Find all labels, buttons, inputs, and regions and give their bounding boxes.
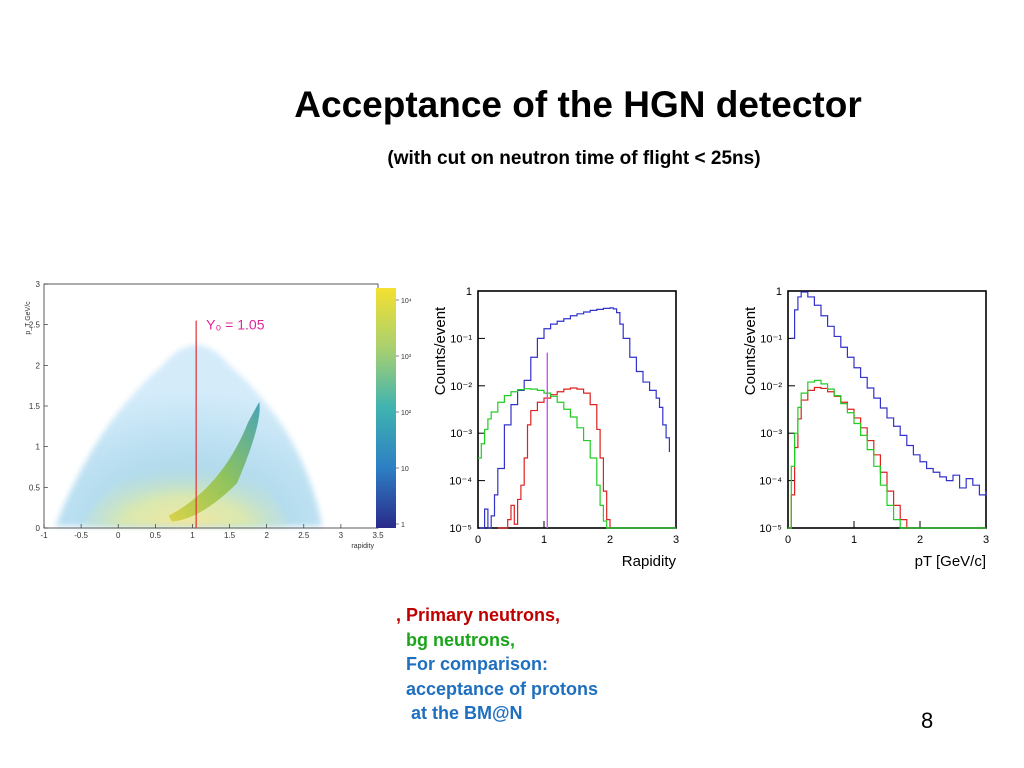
heatmap-x-tick-label: 0 (116, 531, 121, 540)
pt-series-1 (788, 386, 914, 529)
legend-primary-neutrons: , Primary neutrons, (396, 605, 561, 625)
rapidity-y-tick-label: 10⁻² (450, 381, 472, 393)
colorbar (376, 288, 396, 528)
heatmap-y-tick-label: 1.5 (29, 402, 41, 411)
heatmap-y-tick-label: 2 (36, 361, 41, 370)
rapidity-pt-heatmap: -1 -0.5 0 0.5 1 1.5 2 2.5 3 3.5 0 0.5 1 1.5 2 2.5 3 rapid… (25, 280, 412, 550)
heatmap-y-axis-label: p_T GeV/c (25, 301, 32, 335)
high-density-region (81, 426, 289, 527)
pt-y-tick-label: 10⁻⁴ (759, 476, 782, 488)
y0-annotation: Y₀ = 1.05 (206, 317, 265, 333)
rapidity-x-tick-label: 1 (541, 534, 547, 546)
pt-series-2 (788, 379, 986, 529)
rapidity-y-tick-label: 10⁻³ (450, 428, 472, 440)
rapidity-x-axis-label: Rapidity (622, 553, 677, 570)
heatmap-y-tick-label: 3 (36, 280, 41, 289)
rapidity-frame (477, 290, 677, 529)
legend-protons-acceptance: acceptance of protons (396, 678, 599, 699)
heatmap-y-tick-label: 0 (36, 524, 41, 533)
rapidity-y-tick-label: 1 (466, 286, 472, 298)
legend-bg-neutrons: bg neutrons, (396, 629, 515, 650)
neutron-acceptance-band (168, 401, 260, 522)
rapidity-histogram: 10⁻⁵ 10⁻⁴ 10⁻³ 10⁻² 10⁻¹ 1 0 1 2 3 Rapidity Counts/… (432, 286, 679, 570)
pt-x-tick-label: 0 (785, 534, 791, 546)
heatmap-x-tick-label: 1.5 (224, 531, 236, 540)
slide-subtitle: (with cut on neutron time of flight < 25… (387, 148, 761, 169)
heatmap-y-tick-label: 2.5 (29, 321, 41, 330)
colorbar-tick-label: 10² (401, 410, 412, 417)
heatmap-x-tick-label: 2.5 (298, 531, 310, 540)
pt-series-0 (791, 291, 987, 496)
color-legend: , Primary neutrons, bg neutrons, For com… (396, 603, 598, 726)
rapidity-y-tick-label: 10⁻⁵ (449, 523, 472, 535)
colorbar-tick-label: 10 (401, 466, 409, 473)
colorbar-tick-label: 1 (401, 522, 405, 529)
rapidity-x-tick-label: 3 (673, 534, 679, 546)
rapidity-x-tick-label: 2 (607, 534, 613, 546)
heatmap-x-tick-label: 3.5 (372, 531, 384, 540)
rapidity-series-0 (479, 307, 670, 529)
pt-y-tick-label: 10⁻³ (760, 428, 782, 440)
pt-x-axis-label: pT [GeV/c] (915, 553, 986, 570)
pt-histogram: 10⁻⁵ 10⁻⁴ 10⁻³ 10⁻² 10⁻¹ 1 0 1 2 3 pT [GeV/c] Count… (742, 286, 989, 570)
heatmap-x-tick-label: 2 (264, 531, 269, 540)
pt-y-tick-label: 1 (776, 286, 782, 298)
legend-comparison: For comparison: (396, 654, 549, 674)
heatmap-x-tick-label: 1 (190, 531, 195, 540)
heatmap-y-tick-label: 0.5 (29, 483, 41, 492)
heatmap-x-tick-label: -0.5 (74, 531, 88, 540)
page-number: 8 (921, 708, 934, 733)
rapidity-y-axis-label: Counts/event (432, 306, 449, 395)
pt-x-tick-label: 3 (983, 534, 989, 546)
rapidity-y-tick-label: 10⁻¹ (450, 333, 472, 345)
rapidity-y-tick-label: 10⁻⁴ (449, 476, 472, 488)
heatmap-x-tick-label: 3 (339, 531, 344, 540)
pt-y-tick-label: 10⁻¹ (760, 333, 782, 345)
pt-y-axis-label: Counts/event (742, 306, 759, 395)
pt-x-tick-label: 1 (851, 534, 857, 546)
heatmap-x-tick-label: 0.5 (150, 531, 162, 540)
pt-y-tick-label: 10⁻² (760, 381, 782, 393)
rapidity-x-tick-label: 0 (475, 534, 481, 546)
slide-title: Acceptance of the HGN detector (294, 84, 862, 125)
colorbar-tick-label: 10⁴ (401, 298, 412, 305)
legend-bmn: at the BM@N (396, 703, 523, 723)
pt-x-tick-label: 2 (917, 534, 923, 546)
heatmap-y-tick-label: 1 (36, 443, 41, 452)
colorbar-tick-label: 10³ (401, 354, 412, 361)
heatmap-x-axis-label: rapidity (351, 543, 374, 550)
heatmap-x-tick-label: -1 (40, 531, 48, 540)
pt-y-tick-label: 10⁻⁵ (759, 523, 782, 535)
